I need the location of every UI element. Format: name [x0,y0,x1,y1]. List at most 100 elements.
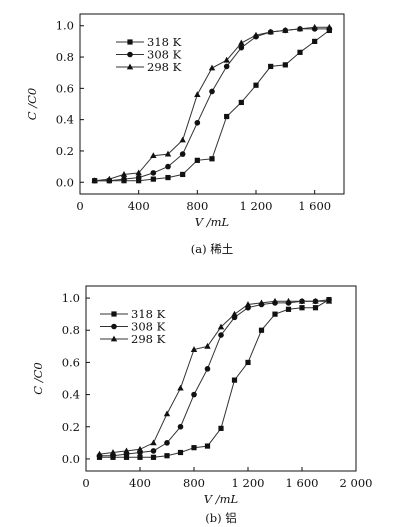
data-point [194,157,200,163]
x-tick-label: 400 [129,476,151,490]
y-tick-label: 0.6 [56,81,74,95]
data-point [267,28,274,35]
data-point [218,425,224,431]
data-point [135,169,142,176]
data-point [150,448,157,454]
x-axis-label: V /mL [204,492,238,506]
x-tick-label: 800 [183,476,205,490]
data-point [253,82,259,88]
x-tick-label: 2 000 [340,476,373,490]
y-tick-label: 0.2 [62,420,80,434]
data-point [194,91,201,98]
data-point [238,44,245,51]
data-point [96,450,103,457]
x-tick-label: 0 [82,476,89,490]
y-tick-label: 0.6 [62,355,80,369]
chart-caption: (a) 稀土 [191,242,234,256]
data-point [298,297,306,304]
data-point [180,171,186,178]
legend-marker [110,335,118,342]
data-point [150,152,157,159]
data-point [164,440,170,446]
series-triangle [91,23,333,184]
data-point [218,332,224,338]
data-point [190,346,198,352]
data-point [312,38,318,44]
y-axis-label: C /C0 [31,362,45,394]
data-point [150,176,156,182]
data-point [285,297,292,304]
data-point [177,449,184,456]
data-point [179,136,186,143]
data-point [258,299,265,306]
legend-marker [111,311,117,317]
y-tick-label: 0.4 [56,113,74,127]
plot-frame [85,285,357,472]
data-point [271,297,279,304]
data-point [163,410,171,417]
y-axis-label: C /C0 [25,88,39,120]
data-point [272,311,278,317]
chart-a: 0 400 800 1 200 1 600 0.0 0.2 0.4 0.6 0.8 1.0 V /mL… [25,13,345,256]
data-point [121,176,127,182]
chart-caption: (b) 铝 [205,511,237,525]
plot-frame [79,13,345,195]
x-tick-label: 1 600 [298,199,331,213]
y-tick-label: 0.2 [56,144,74,158]
data-point [231,310,238,317]
data-point [106,175,113,182]
data-point [123,447,130,454]
legend-label: 318 K [147,35,182,49]
data-point [208,64,216,71]
data-point [135,174,142,181]
data-point [204,366,211,372]
data-point [223,63,230,70]
data-point [282,62,288,68]
data-point [165,163,171,170]
legend-label: 308 K [131,320,166,334]
data-point [299,305,305,311]
data-point [311,23,318,30]
y-tick-label: 0.8 [56,50,74,64]
data-point [244,301,252,307]
legend-label: 298 K [147,60,182,74]
data-point [224,113,230,120]
data-point [164,453,170,459]
y-tick-label: 1.0 [62,291,80,305]
data-point [217,323,225,330]
data-point [209,88,215,95]
legend-marker [111,323,117,330]
data-point [123,454,130,460]
data-point [191,391,197,398]
data-point [165,174,171,181]
data-point [136,445,144,452]
data-point [150,170,157,176]
x-tick-label: 800 [186,199,208,213]
data-point [258,327,265,333]
data-point [120,171,128,177]
data-point [312,297,319,304]
data-point [245,359,251,366]
data-point [91,177,98,184]
y-tick-label: 0.0 [62,452,80,466]
data-point [136,178,142,184]
y-tick-label: 0.8 [62,323,80,337]
data-point [209,156,215,162]
data-point [204,342,211,349]
data-point [177,384,184,391]
data-point [325,297,333,304]
y-tick-label: 0.4 [62,388,80,402]
chart-b: 0 400 800 1 200 1 600 2 000 0.0 0.2 0.4 0.6 0.8 1.0… [31,285,373,525]
legend-label: 298 K [131,332,166,346]
x-axis-label: V /mL [195,215,229,229]
data-point [312,305,319,311]
data-point [177,423,184,430]
y-tick-label: 0.0 [56,175,74,189]
data-point [268,63,274,70]
x-tick-label: 1 200 [232,476,265,490]
x-tick-label: 0 [76,199,83,213]
data-point [164,150,172,157]
legend-label: 318 K [131,307,166,321]
x-tick-label: 1 600 [286,476,319,490]
